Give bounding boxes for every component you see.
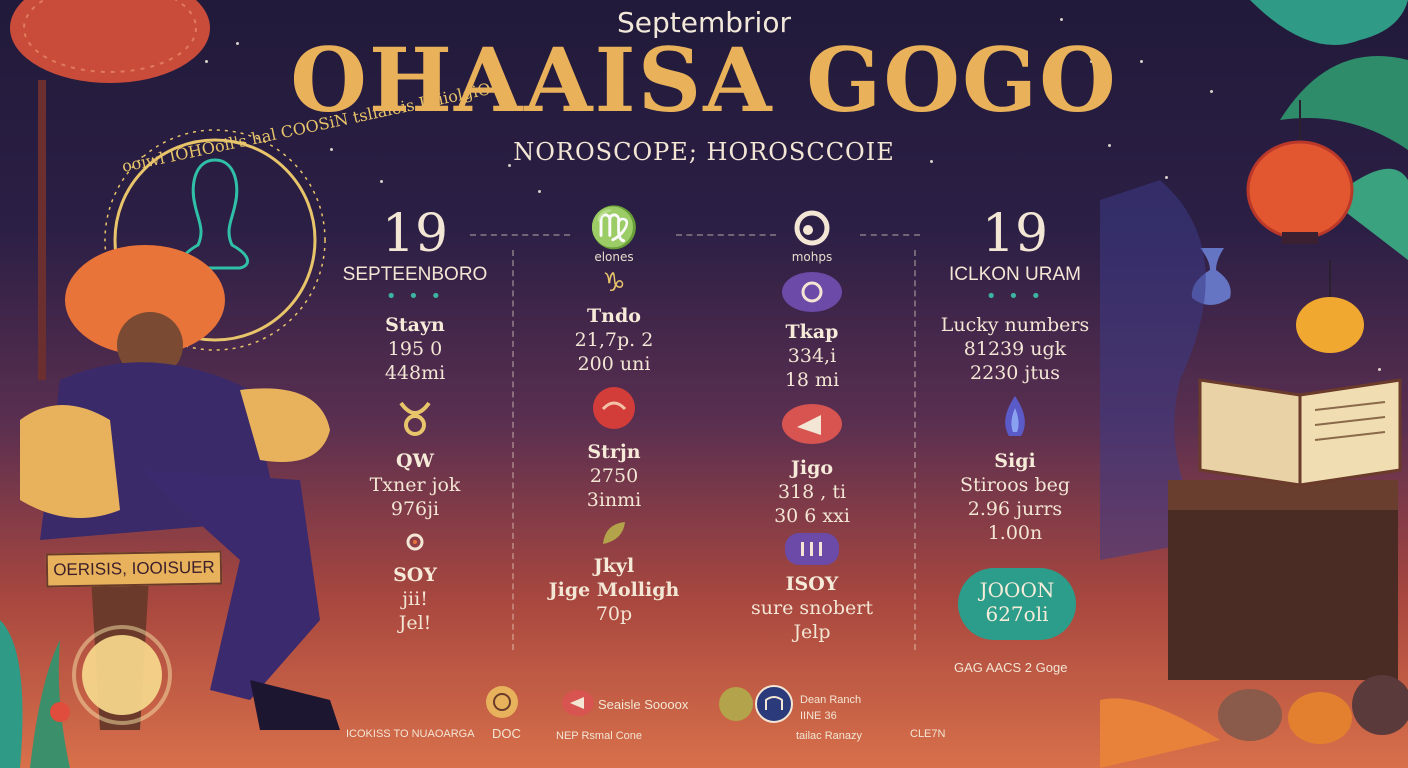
footer-col3a: Dean Ranch bbox=[800, 694, 862, 706]
col1-line: 976ji bbox=[390, 498, 440, 520]
col3-sub: mohps bbox=[791, 250, 833, 264]
left-banner: OERISIS, IOOISUER bbox=[45, 550, 223, 588]
col3-line: 18 mi bbox=[784, 369, 840, 391]
footer-col3c: tailac Ranazy bbox=[796, 730, 863, 742]
right-illustration bbox=[1100, 0, 1408, 768]
col4-heading-2: Sigi bbox=[994, 450, 1036, 472]
col1-line: Txner jok bbox=[369, 474, 461, 496]
bubble-line-1: JOOON bbox=[979, 578, 1055, 602]
page-title: OHAAISA GOGO bbox=[290, 28, 1118, 132]
col1-heading-3: SOY bbox=[393, 564, 437, 586]
footer-col2a: Seaisle Soooox bbox=[598, 697, 689, 712]
col2-heading-3: Jkyl bbox=[593, 555, 635, 577]
flame-icon bbox=[905, 395, 1125, 439]
column-1: 19 SEPTEENBORO • • • Stayn 195 0 448mi Q… bbox=[305, 208, 525, 635]
virgo-icon: ♍ bbox=[589, 205, 639, 251]
col4-line: Stiroos beg bbox=[959, 474, 1071, 496]
footer-col1: ICOKISS TO NUAOARGA bbox=[346, 728, 475, 740]
horn-icon bbox=[702, 402, 922, 446]
col4-title: ICLKON URAM bbox=[949, 264, 1081, 285]
col2-line: 70p bbox=[595, 603, 633, 625]
col3-heading-1: Tkap bbox=[785, 321, 839, 343]
col1-heading-2: QW bbox=[396, 450, 434, 472]
footer-seal-icon bbox=[560, 688, 596, 722]
footer-col2b: NEP Rsmal Cone bbox=[556, 730, 642, 742]
col1-heading-1: Stayn bbox=[385, 314, 445, 336]
footer-col4: CLE7N bbox=[910, 728, 946, 740]
leaf-icon bbox=[504, 518, 724, 548]
bubble-line-2: 627oli bbox=[985, 602, 1049, 626]
col4-line: 1.00n bbox=[987, 522, 1043, 544]
purple-eye-icon bbox=[702, 270, 922, 314]
col1-date: 19 bbox=[381, 204, 449, 264]
col3-heading-2: Jigo bbox=[790, 457, 834, 479]
sign-glyph-icon: ♑ bbox=[602, 268, 626, 298]
divider-dots: • • • bbox=[385, 286, 445, 307]
left-illustration bbox=[0, 0, 340, 768]
taurus-icon bbox=[305, 395, 525, 439]
col2-line: 200 uni bbox=[577, 353, 651, 375]
col3-line: 30 6 xxi bbox=[774, 505, 850, 527]
highlight-bubble: JOOON 627oli bbox=[958, 568, 1076, 640]
header-supertitle: Septembrior bbox=[617, 6, 791, 39]
col1-line: 448mi bbox=[384, 362, 446, 384]
footer-emblem-icon bbox=[484, 684, 520, 724]
col2-heading-2: Strjn bbox=[587, 441, 641, 463]
footer-badge-icon bbox=[718, 684, 794, 728]
column-2: ♍ elones ♑ Tndo 21,7p. 2 200 uni Strjn 2… bbox=[504, 208, 724, 626]
col4-line: 2.96 jurrs bbox=[967, 498, 1063, 520]
column-3: mohps Tkap 334,i 18 mi Jigo 318 , ti 30 … bbox=[702, 208, 922, 644]
col3-heading-3: ISOY bbox=[785, 573, 839, 595]
col4-heading-1: Lucky numbers bbox=[940, 314, 1090, 336]
right-caption: GAG AACS 2 Goge bbox=[954, 660, 1068, 675]
col2-line: 3inmi bbox=[586, 489, 642, 511]
col2-sub: elones bbox=[594, 250, 634, 264]
col1-line: jii! bbox=[402, 588, 428, 610]
col2-line: 2750 bbox=[589, 465, 639, 487]
col4-date: 19 bbox=[981, 204, 1049, 264]
col4-line: 81239 ugk bbox=[963, 338, 1067, 360]
col3-line: Jelp bbox=[793, 621, 831, 643]
col4-line: 2230 jtus bbox=[970, 362, 1060, 384]
footer-col1b: DOC bbox=[492, 726, 521, 741]
col1-line: Jel! bbox=[398, 612, 432, 634]
col2-line: Jige Molligh bbox=[548, 579, 680, 601]
column-4: 19 ICLKON URAM • • • Lucky numbers 81239… bbox=[905, 208, 1125, 545]
divider-dots: • • • bbox=[985, 286, 1045, 307]
col3-line: 318 , ti bbox=[777, 481, 847, 503]
flower-icon bbox=[305, 527, 525, 557]
eye-circle-icon bbox=[702, 208, 922, 248]
page-subtitle: NOROSCOPE; HOROSCCOIE bbox=[513, 138, 895, 166]
col2-heading-1: Tndo bbox=[587, 305, 641, 327]
red-seal-icon bbox=[504, 386, 724, 430]
footer-col3b: IINE 36 bbox=[800, 710, 837, 722]
bars-icon bbox=[702, 532, 922, 566]
col3-line: sure snobert bbox=[751, 597, 873, 619]
col1-month: SEPTEENBORO bbox=[342, 264, 488, 285]
col3-line: 334,i bbox=[787, 345, 837, 367]
col1-line: 195 0 bbox=[387, 338, 443, 360]
col2-line: 21,7p. 2 bbox=[574, 329, 654, 351]
